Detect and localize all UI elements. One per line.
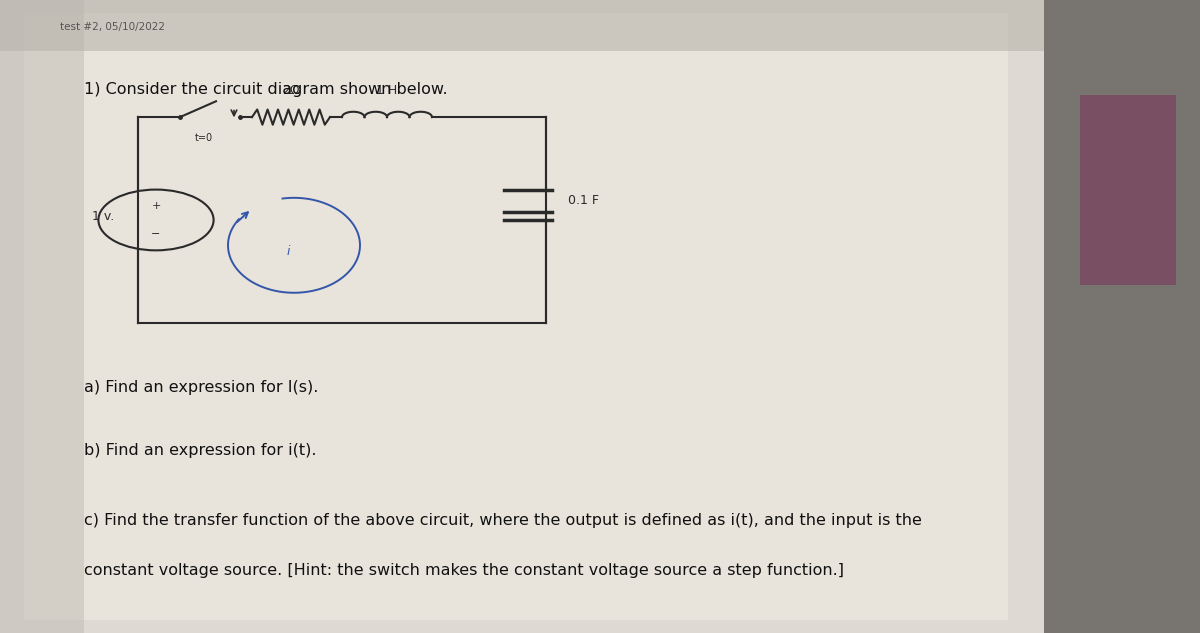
Text: 1 H: 1 H [377,84,397,97]
Text: b) Find an expression for i(t).: b) Find an expression for i(t). [84,443,317,458]
Text: test #2, 05/10/2022: test #2, 05/10/2022 [60,22,166,32]
Text: 0.1 F: 0.1 F [568,194,599,208]
Bar [1080,95,1176,285]
Text: a) Find an expression for I(s).: a) Find an expression for I(s). [84,380,318,395]
Bar [0,0,84,633]
Text: constant voltage source. [Hint: the switch makes the constant voltage source a s: constant voltage source. [Hint: the swit… [84,563,844,579]
Text: 1) Consider the circuit diagram shown below.: 1) Consider the circuit diagram shown be… [84,82,448,97]
Text: 2Ω: 2Ω [282,84,300,97]
Text: +: + [151,201,161,211]
Bar [24,13,1008,620]
Bar [0,0,1044,633]
Bar [1044,0,1200,633]
Text: −: − [151,229,161,239]
Text: c) Find the transfer function of the above circuit, where the output is defined : c) Find the transfer function of the abo… [84,513,922,528]
Bar [0,0,1044,51]
Text: t=0: t=0 [194,133,214,143]
Text: i: i [287,245,289,258]
Text: 1 v.: 1 v. [91,210,114,223]
